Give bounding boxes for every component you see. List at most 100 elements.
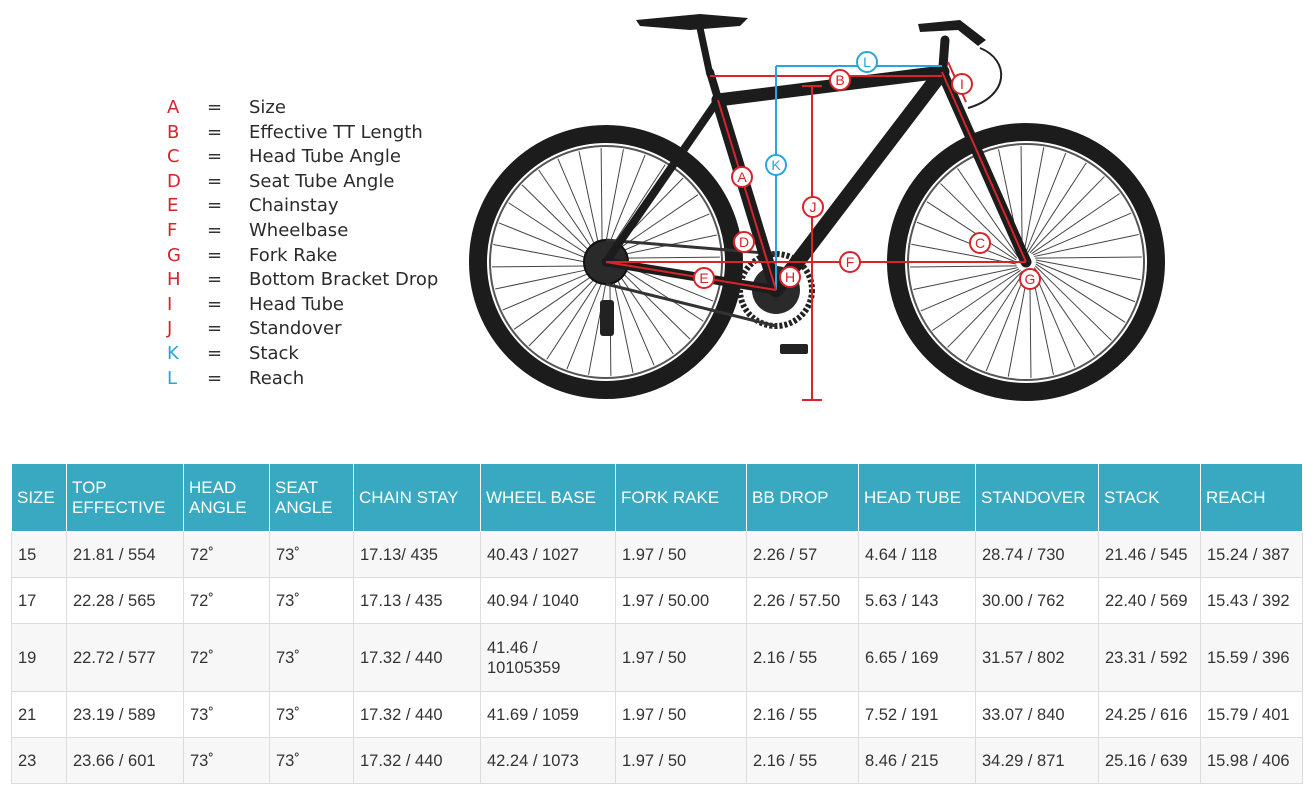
marker-c: C [969, 232, 991, 254]
marker-g: G [1019, 268, 1041, 290]
cell-reach: 15.24 / 387 [1200, 531, 1303, 578]
cell-fork-rake: 1.97 / 50 [615, 737, 747, 784]
cell-size: 17 [11, 577, 67, 624]
cell-head-tube: 8.46 / 215 [858, 737, 976, 784]
cell-chain-stay: 17.32 / 440 [353, 691, 481, 738]
col-header-head-tube: HEAD TUBE [858, 463, 976, 532]
cell-chain-stay: 17.13/ 435 [353, 531, 481, 578]
marker-d-label: D [739, 234, 749, 250]
marker-f: F [839, 251, 861, 273]
legend-equals: = [207, 342, 223, 364]
legend-equals: = [207, 121, 223, 143]
cell-stack: 25.16 / 639 [1098, 737, 1201, 784]
legend-label: Fork Rake [249, 244, 338, 266]
col-header-fork-rake: FORK RAKE [615, 463, 747, 532]
col-header-reach: REACH [1200, 463, 1303, 532]
cell-bb-drop: 2.26 / 57.50 [746, 577, 859, 624]
marker-c-label: C [975, 235, 985, 251]
cell-reach: 15.79 / 401 [1200, 691, 1303, 738]
legend-equals: = [207, 195, 223, 217]
saddle-and-bars [636, 14, 1003, 109]
legend-equals: = [207, 293, 223, 315]
cell-size: 21 [11, 691, 67, 738]
legend-letter: H [167, 269, 181, 291]
marker-l-label: L [863, 54, 871, 70]
legend-letter: B [167, 121, 180, 143]
cell-reach: 15.59 / 396 [1200, 623, 1303, 692]
table-row: 23 23.66 / 601 73˚ 73˚ 17.32 / 440 42.24… [11, 737, 1303, 784]
col-header-bb-drop: BB DROP [746, 463, 859, 532]
legend-equals: = [207, 367, 223, 389]
marker-f-label: F [846, 254, 855, 270]
legend-equals: = [207, 170, 223, 192]
cell-seat-angle: 73˚ [269, 623, 354, 692]
col-header-stack: STACK [1098, 463, 1201, 532]
legend-label: Effective TT Length [249, 121, 423, 143]
legend-label: Bottom Bracket Drop [249, 269, 439, 291]
marker-e-label: E [699, 270, 708, 286]
marker-i-label: I [960, 76, 964, 92]
legend-letter: J [167, 318, 173, 340]
marker-h: H [779, 266, 801, 288]
table-row: 19 22.72 / 577 72˚ 73˚ 17.32 / 440 41.46… [11, 623, 1303, 692]
col-header-wheel-base: WHEEL BASE [480, 463, 616, 532]
marker-k: K [765, 154, 787, 176]
legend-label: Stack [249, 342, 299, 364]
cell-seat-angle: 73˚ [269, 531, 354, 578]
cell-fork-rake: 1.97 / 50 [615, 531, 747, 578]
table-row: 21 23.19 / 589 73˚ 73˚ 17.32 / 440 41.69… [11, 691, 1303, 738]
legend-letter: A [167, 97, 180, 118]
cell-bb-drop: 2.16 / 55 [746, 623, 859, 692]
table-header-row: SIZE TOP EFFECTIVE HEAD ANGLE SEAT ANGLE CH… [11, 463, 1303, 532]
marker-b-label: B [835, 72, 844, 88]
cell-fork-rake: 1.97 / 50.00 [615, 577, 747, 624]
legend-letter: L [167, 367, 178, 389]
cell-top-effective: 23.66 / 601 [66, 737, 184, 784]
marker-e: E [693, 267, 715, 289]
col-header-standover: STANDOVER [975, 463, 1099, 532]
legend-label: Reach [249, 367, 305, 389]
cell-top-effective: 23.19 / 589 [66, 691, 184, 738]
legend-label: Head Tube [249, 293, 344, 315]
cell-head-tube: 4.64 / 118 [858, 531, 976, 578]
cell-stack: 22.40 / 569 [1098, 577, 1201, 624]
cell-standover: 28.74 / 730 [975, 531, 1099, 578]
legend-letter: E [167, 195, 179, 217]
legend-letter: K [167, 342, 179, 364]
legend-equals: = [207, 269, 223, 291]
legend-label: Head Tube Angle [249, 146, 401, 168]
cell-wheel-base: 41.46 / 10105359 [480, 623, 616, 692]
legend-letter: F [167, 219, 178, 241]
cell-head-tube: 6.65 / 169 [858, 623, 976, 692]
cell-stack: 24.25 / 616 [1098, 691, 1201, 738]
cell-standover: 33.07 / 840 [975, 691, 1099, 738]
cell-stack: 23.31 / 592 [1098, 623, 1201, 692]
cell-stack: 21.46 / 545 [1098, 531, 1201, 578]
legend-label: Standover [249, 318, 342, 340]
legend-equals: = [207, 244, 223, 266]
cell-wheel-base: 42.24 / 1073 [480, 737, 616, 784]
legend-letter: C [167, 146, 180, 168]
legend-equals: = [207, 318, 223, 340]
marker-h-label: H [785, 269, 795, 285]
marker-b: B [829, 69, 851, 91]
cell-chain-stay: 17.13 / 435 [353, 577, 481, 624]
cell-head-angle: 72˚ [183, 623, 270, 692]
col-header-chain-stay: CHAIN STAY [353, 463, 481, 532]
cell-size: 15 [11, 531, 67, 578]
cell-top-effective: 22.28 / 565 [66, 577, 184, 624]
cell-seat-angle: 73˚ [269, 577, 354, 624]
legend-equals: = [207, 146, 223, 168]
cell-wheel-base: 40.43 / 1027 [480, 531, 616, 578]
cell-size: 19 [11, 623, 67, 692]
marker-g-label: G [1025, 271, 1036, 287]
legend-label: Chainstay [249, 195, 339, 217]
cell-chain-stay: 17.32 / 440 [353, 623, 481, 692]
cell-fork-rake: 1.97 / 50 [615, 623, 747, 692]
cell-bb-drop: 2.16 / 55 [746, 737, 859, 784]
cell-head-tube: 5.63 / 143 [858, 577, 976, 624]
legend-letter: D [167, 170, 181, 192]
table-row: 15 21.81 / 554 72˚ 73˚ 17.13/ 435 40.43 … [11, 531, 1303, 578]
legend-equals: = [207, 97, 223, 118]
table-row: 17 22.28 / 565 72˚ 73˚ 17.13 / 435 40.94… [11, 577, 1303, 624]
